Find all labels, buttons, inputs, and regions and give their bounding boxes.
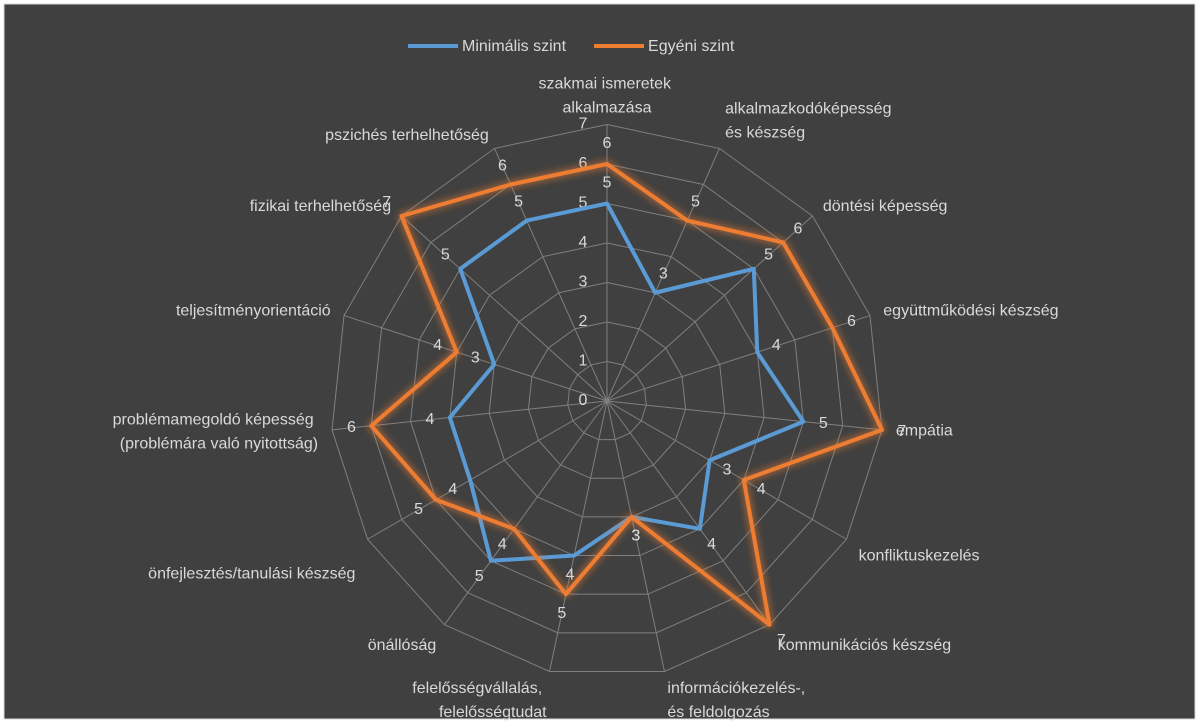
grid-ring	[527, 321, 687, 479]
grid-ring	[567, 360, 647, 441]
spoke	[444, 400, 608, 625]
data-label: 6	[603, 135, 612, 152]
spoke	[606, 215, 813, 402]
r-tick-label: 6	[579, 155, 588, 172]
spoke	[367, 400, 608, 540]
category-label: szakmai ismeretek alkalmazása	[539, 76, 676, 117]
data-label: 5	[514, 194, 523, 211]
r-tick-label: 7	[579, 116, 588, 133]
category-label: alkalmazkodóképesség és készség	[725, 101, 896, 142]
legend-label: Minimális szint	[462, 38, 567, 55]
r-tick-label: 4	[579, 234, 588, 251]
r-tick-label: 0	[579, 392, 588, 409]
data-label: 5	[819, 415, 828, 432]
data-label: 7	[897, 423, 906, 440]
data-label: 5	[764, 247, 773, 264]
category-label: fizikai terhelhetőség	[250, 198, 391, 215]
category-label: kommunikációs készség	[778, 637, 951, 654]
category-label: információkezelés-, és feldolgozás	[667, 680, 809, 721]
r-tick-label: 1	[579, 353, 588, 370]
data-label: 3	[659, 266, 668, 283]
r-tick-label: 2	[579, 313, 588, 330]
category-label: problémamegoldó képesség (problémára val…	[113, 412, 318, 453]
spoke	[343, 315, 608, 402]
spoke	[606, 400, 665, 672]
series-line	[369, 162, 884, 627]
data-label: 6	[794, 220, 803, 237]
category-label: döntési képesség	[823, 198, 948, 215]
data-label: 5	[691, 194, 700, 211]
spoke	[606, 400, 883, 431]
category-label: önfejlesztés/tanulási készség	[148, 565, 355, 582]
spoke	[494, 148, 608, 402]
category-label: pszichés terhelhetőség	[325, 127, 489, 144]
data-label: 4	[448, 481, 457, 498]
category-label: önállóság	[368, 637, 437, 654]
grid-ring	[331, 123, 883, 672]
legend-label: Egyéni szint	[648, 38, 735, 55]
data-label: 4	[498, 536, 507, 553]
data-label: 6	[847, 313, 856, 330]
data-label: 4	[757, 481, 766, 498]
category-label: teljesítményorientáció	[176, 302, 331, 319]
chart-background	[3, 3, 1196, 720]
category-label: felelősségvállalás, felelősségtudat	[412, 680, 547, 721]
data-label: 3	[471, 349, 480, 366]
category-label: empátia	[896, 423, 953, 440]
spoke	[606, 400, 770, 625]
data-label: 6	[347, 419, 356, 436]
spoke	[331, 400, 608, 431]
grid-ring	[449, 242, 765, 557]
spoke	[606, 148, 720, 402]
spoke	[549, 400, 608, 672]
grid-ring	[410, 202, 804, 595]
category-label: együttműködési készség	[883, 302, 1058, 319]
spoke	[606, 315, 871, 402]
data-label: 3	[631, 528, 640, 545]
data-label: 5	[557, 605, 566, 622]
data-label: 5	[603, 175, 612, 192]
data-label: 7	[382, 194, 391, 211]
data-label: 3	[722, 461, 731, 478]
spoke	[606, 400, 847, 540]
spoke	[401, 215, 608, 402]
data-label: 4	[566, 566, 575, 583]
data-label: 5	[441, 247, 450, 264]
grid-ring	[488, 281, 726, 518]
data-label: 4	[707, 536, 716, 553]
category-label: konfliktuskezelés	[859, 547, 980, 564]
series-line	[447, 201, 806, 563]
r-tick-label: 3	[579, 274, 588, 291]
data-label: 4	[426, 411, 435, 428]
data-label: 7	[777, 632, 786, 649]
r-tick-label: 5	[579, 195, 588, 212]
data-label: 5	[414, 501, 423, 518]
data-label: 4	[433, 337, 442, 354]
data-label: 5	[475, 568, 484, 585]
data-label: 3	[631, 528, 640, 545]
data-label: 4	[772, 337, 781, 354]
data-label: 6	[498, 157, 507, 174]
